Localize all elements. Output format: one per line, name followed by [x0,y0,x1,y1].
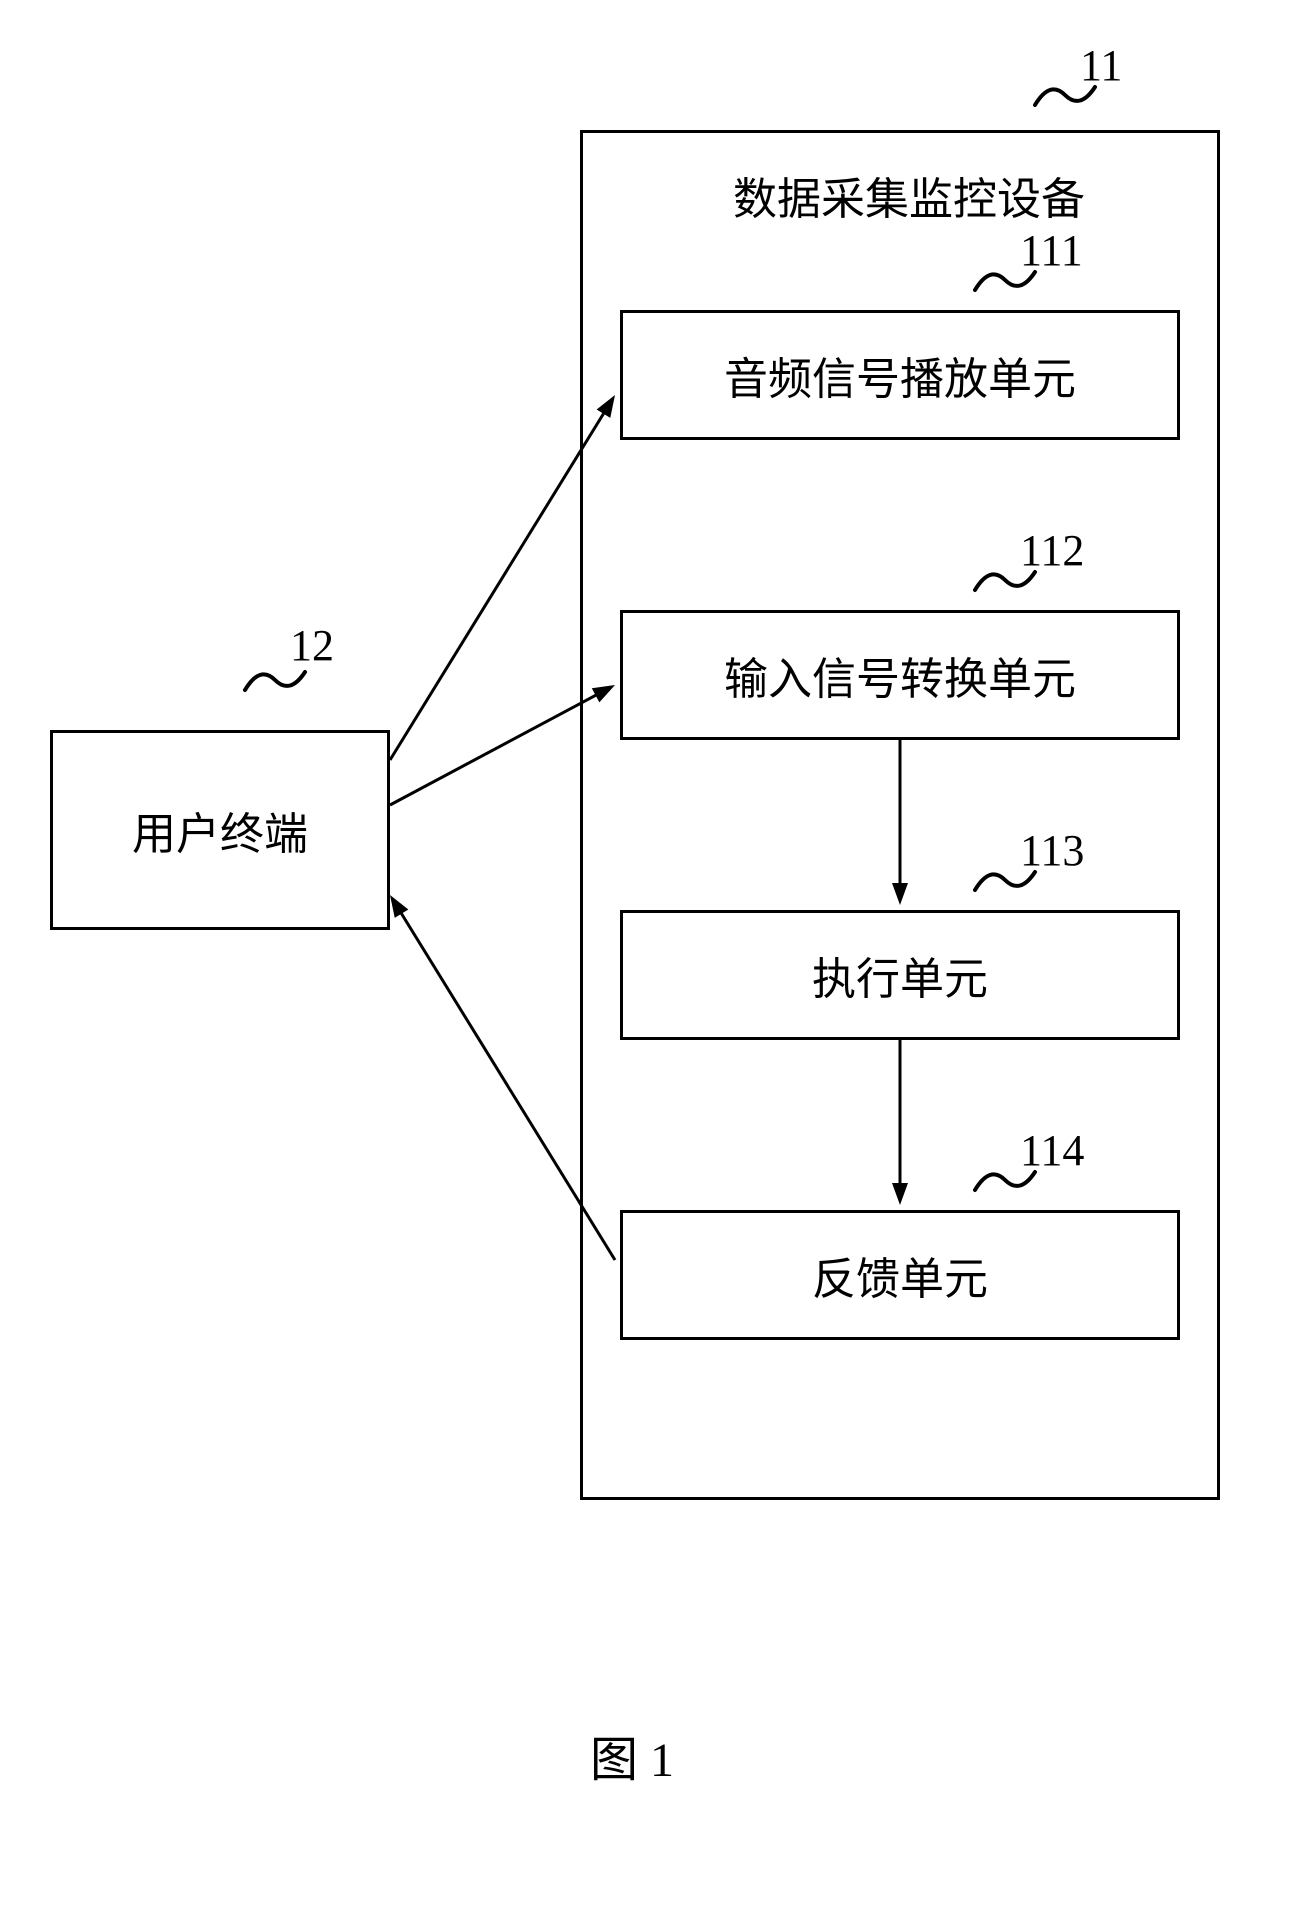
unit-label: 执行单元 [812,943,988,1007]
container-title: 数据采集监控设备 [733,163,1085,227]
lead-line-11 [1030,75,1100,120]
lead-line-113 [970,860,1040,905]
unit-box-112: 输入信号转换单元 [620,610,1180,740]
lead-line-111 [970,260,1040,305]
unit-label: 输入信号转换单元 [724,643,1076,707]
unit-label: 反馈单元 [812,1243,988,1307]
lead-line-12 [240,660,310,705]
terminal-box-12: 用户终端 [50,730,390,930]
lead-line-112 [970,560,1040,605]
lead-line-114 [970,1160,1040,1205]
unit-box-113: 执行单元 [620,910,1180,1040]
unit-box-111: 音频信号播放单元 [620,310,1180,440]
diagram-canvas: 数据采集监控设备 11 音频信号播放单元 111 输入信号转换单元 112 执行… [0,0,1296,1913]
figure-caption: 图 1 [590,1720,674,1790]
terminal-label: 用户终端 [132,798,308,862]
unit-box-114: 反馈单元 [620,1210,1180,1340]
unit-label: 音频信号播放单元 [724,343,1076,407]
